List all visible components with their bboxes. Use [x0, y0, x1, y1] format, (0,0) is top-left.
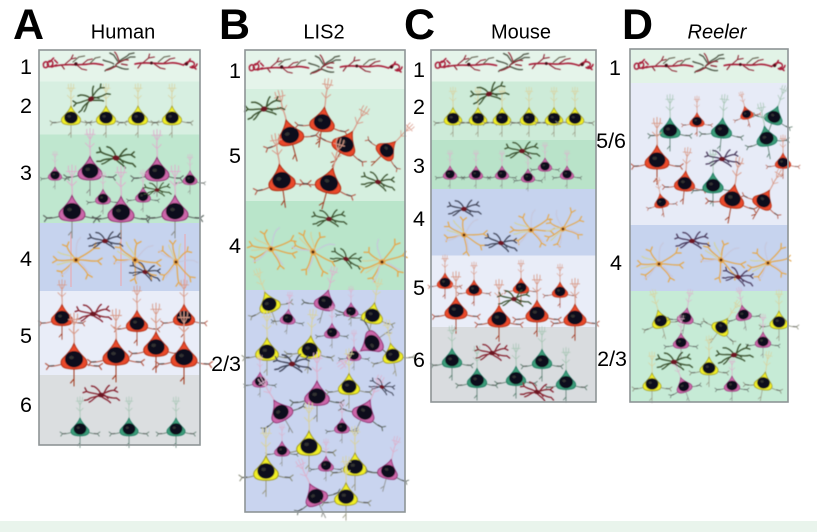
svg-text:4: 4 [229, 234, 241, 258]
svg-text:4: 4 [413, 207, 425, 231]
svg-text:2: 2 [20, 94, 32, 118]
svg-text:6: 6 [413, 348, 425, 372]
svg-text:1: 1 [413, 58, 425, 82]
svg-text:6: 6 [20, 393, 32, 417]
svg-text:1: 1 [20, 55, 32, 79]
svg-text:4: 4 [20, 247, 32, 271]
svg-text:B: B [219, 1, 250, 49]
svg-text:5: 5 [20, 324, 32, 348]
svg-text:LIS2: LIS2 [303, 22, 344, 44]
svg-text:D: D [622, 1, 653, 49]
svg-text:2/3: 2/3 [211, 352, 241, 376]
svg-text:Reeler: Reeler [688, 22, 748, 44]
svg-text:5: 5 [229, 144, 241, 168]
svg-text:5/6: 5/6 [596, 129, 626, 153]
svg-text:C: C [404, 1, 435, 49]
svg-text:2/3: 2/3 [597, 347, 627, 371]
svg-text:1: 1 [609, 56, 621, 80]
svg-text:4: 4 [610, 251, 622, 275]
svg-text:3: 3 [20, 161, 32, 185]
svg-text:1: 1 [229, 59, 241, 83]
svg-text:2: 2 [413, 95, 425, 119]
svg-text:Human: Human [91, 22, 155, 44]
svg-text:5: 5 [413, 276, 425, 300]
svg-text:3: 3 [413, 154, 425, 178]
svg-text:Mouse: Mouse [491, 22, 551, 44]
svg-text:A: A [13, 1, 44, 49]
